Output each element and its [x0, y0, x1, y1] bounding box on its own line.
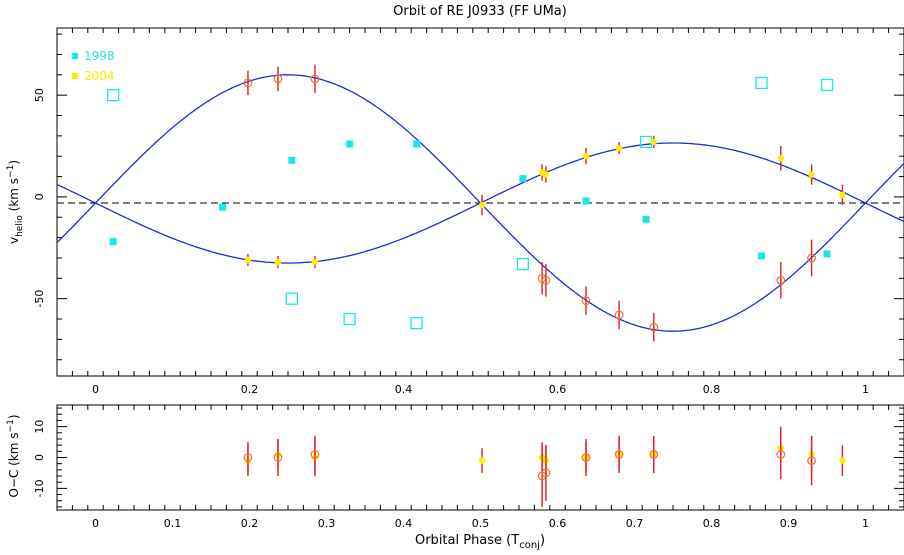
x-axis-label-main: Orbital Phase (T [415, 533, 519, 548]
data-point-1998-secondary [639, 135, 653, 149]
x-tick-label: 0.9 [780, 517, 798, 530]
data-point-2004-secondary [649, 322, 659, 332]
data-point-1998 [413, 140, 421, 148]
data-point-2004-secondary [541, 468, 551, 478]
data-point-1998-secondary [410, 316, 423, 330]
x-tick-label: 1 [862, 383, 869, 396]
data-point-2004 [777, 155, 784, 162]
x-tick-label: 0.4 [395, 517, 413, 530]
y-axis-label-close: ) [7, 160, 21, 165]
data-point-2004-secondary [807, 456, 816, 465]
data-point-2004 [615, 144, 623, 152]
data-point-2004-secondary [310, 74, 320, 84]
data-point-2004-secondary [776, 275, 786, 285]
data-point-2004-secondary [614, 310, 624, 320]
data-point-2004 [244, 256, 252, 264]
x-tick-label: 1 [862, 517, 869, 530]
y-axis-label-sup: −1 [6, 165, 16, 178]
x-tick-label: 0.4 [395, 383, 413, 396]
data-point-2004-secondary [310, 450, 320, 459]
x-tick-label: 0.6 [549, 517, 567, 530]
y-axis-label-unit: (km s [7, 178, 21, 215]
data-point-2004-secondary [273, 453, 283, 462]
x-axis-label-sub: conj [519, 540, 540, 551]
data-point-1998 [288, 156, 296, 164]
residual-y-axis-label: O−C (km s−1) [6, 414, 21, 497]
data-point-1998-secondary [343, 312, 356, 326]
data-point-2004 [542, 171, 550, 178]
data-point-1998-secondary [820, 78, 834, 92]
y-tick-label: 50 [33, 88, 46, 102]
x-axis-label: Orbital Phase (Tconj) [415, 533, 545, 551]
y-axis-label-main: v [7, 237, 21, 244]
x-tick-label: 0.6 [549, 383, 567, 396]
data-point-2004 [839, 457, 846, 464]
x-tick-label: 0.5 [472, 517, 490, 530]
legend-label: 1998 [84, 49, 115, 63]
data-point-1998-secondary [285, 292, 299, 305]
data-point-1998-secondary [755, 76, 768, 90]
x-axis-label-close: ) [540, 533, 545, 548]
residual-panel: 0 0.1 0.2 0.3 0.4 0.5 0.6 0.7 0.8 0.9 1 -10 0 10 Orbit… [6, 404, 904, 551]
data-point-2004 [311, 258, 319, 266]
data-point-1998 [219, 203, 227, 211]
data-point-2004-secondary [273, 74, 283, 84]
data-point-2004-secondary [243, 78, 253, 88]
residual-label-sup: −1 [6, 419, 16, 432]
x-tick-label: 0.3 [318, 517, 336, 530]
data-point-1998 [109, 238, 117, 246]
data-point-1998-secondary [107, 89, 120, 102]
x-tick-label: 0.1 [164, 517, 182, 530]
data-point-2004-secondary [541, 275, 551, 285]
data-point-2004-secondary [649, 450, 659, 459]
data-point-2004 [478, 457, 486, 464]
x-tick-label: 0.2 [241, 517, 259, 530]
data-point-2004-secondary [807, 253, 816, 263]
data-point-2004 [839, 191, 846, 199]
data-point-2004 [582, 153, 590, 160]
residual-label-main: O−C (km s [7, 432, 21, 497]
y-tick-label: 0 [33, 454, 46, 461]
residual-label-close: ) [7, 414, 21, 419]
data-point-1998 [758, 252, 766, 260]
data-point-2004-secondary [776, 450, 786, 459]
data-point-2004 [808, 171, 815, 178]
data-point-2004-secondary [581, 296, 591, 306]
y-axis-label: vhelio (km s−1) [6, 160, 25, 244]
data-point-1998 [642, 215, 650, 223]
x-tick-label: 0.8 [703, 383, 721, 396]
legend-label: 2004 [84, 69, 115, 83]
x-tick-label: 0.8 [703, 517, 721, 530]
data-point-1998 [823, 250, 831, 258]
data-point-2004-secondary [614, 450, 624, 459]
x-tick-label: 0 [92, 517, 99, 530]
data-point-1998 [346, 140, 354, 148]
data-point-2004-secondary [581, 453, 591, 462]
legend-marker [72, 53, 78, 59]
y-tick-label: -50 [33, 290, 46, 308]
data-point-2004-secondary [243, 453, 253, 462]
data-point-2004 [274, 258, 282, 266]
data-point-2004 [478, 201, 486, 209]
y-tick-label: 10 [33, 420, 46, 434]
x-tick-label: 0.2 [241, 383, 259, 396]
x-tick-label: 0 [92, 383, 99, 396]
legend-marker [72, 73, 78, 79]
y-tick-label: -10 [33, 479, 46, 497]
data-point-1998 [582, 197, 590, 205]
plot-frame [56, 404, 904, 511]
data-point-1998-secondary [516, 257, 529, 271]
y-tick-label: 0 [33, 193, 46, 200]
plot-frame [56, 27, 904, 377]
data-point-2004 [650, 138, 657, 146]
x-tick-label: 0.7 [626, 517, 644, 530]
y-axis-label-sub: helio [15, 215, 25, 237]
chart-title: Orbit of RE J0933 (FF UMa) [393, 4, 567, 19]
velocity-panel: 0 0.2 0.4 0.6 0.8 1 -50 0 50 1998 2004 vhelio (km s… [6, 27, 904, 396]
data-point-1998 [519, 175, 527, 183]
